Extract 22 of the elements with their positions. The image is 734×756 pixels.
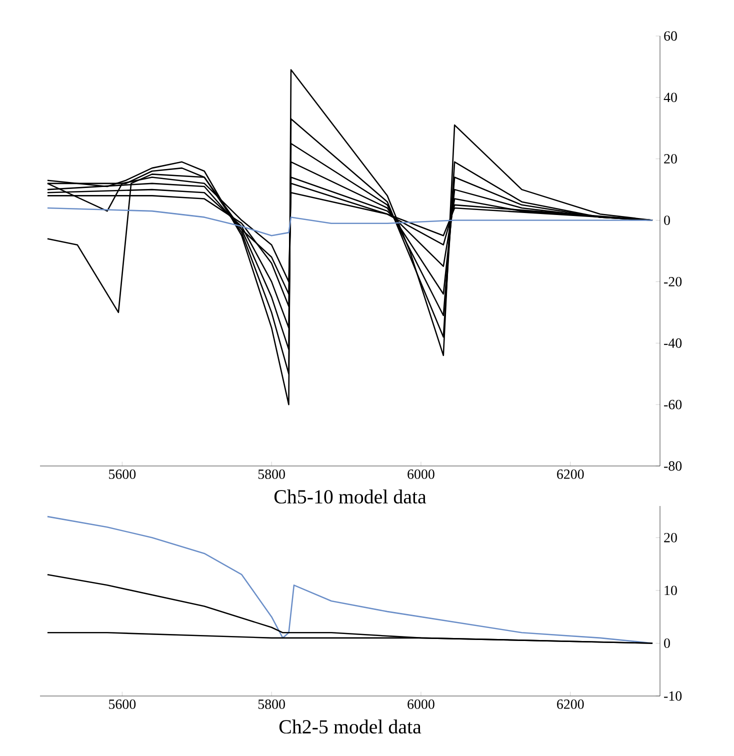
y-tick-label: 0 (664, 638, 670, 648)
y-tick-label: 0 (664, 216, 670, 225)
y-tick-label: -40 (664, 338, 682, 348)
y-tick-label: 20 (664, 154, 677, 164)
y-tick-label: -80 (664, 461, 682, 471)
text: Ch5-10 model data (274, 490, 426, 504)
y-tick-label: 10 (664, 586, 677, 596)
x-tick-label: 6000 (408, 470, 434, 479)
x-tick-label: 6000 (408, 700, 434, 709)
x-tick-label: 6200 (557, 470, 584, 479)
y-tick-label: -10 (664, 691, 682, 701)
x-tick-label: 6200 (557, 700, 584, 709)
y-tick-label: -60 (664, 400, 682, 410)
x-tick-label: 5800 (258, 700, 285, 709)
x-tick-label: 5800 (258, 470, 285, 479)
y-tick-label: 20 (664, 532, 677, 542)
y-tick-label: 40 (664, 92, 677, 102)
text: Ch2-5 model data (279, 720, 422, 734)
x-tick-label: 5600 (109, 700, 136, 709)
y-tick-label: -20 (664, 276, 682, 286)
x-tick-label: 5600 (109, 470, 136, 479)
y-tick-label: 60 (664, 31, 677, 41)
